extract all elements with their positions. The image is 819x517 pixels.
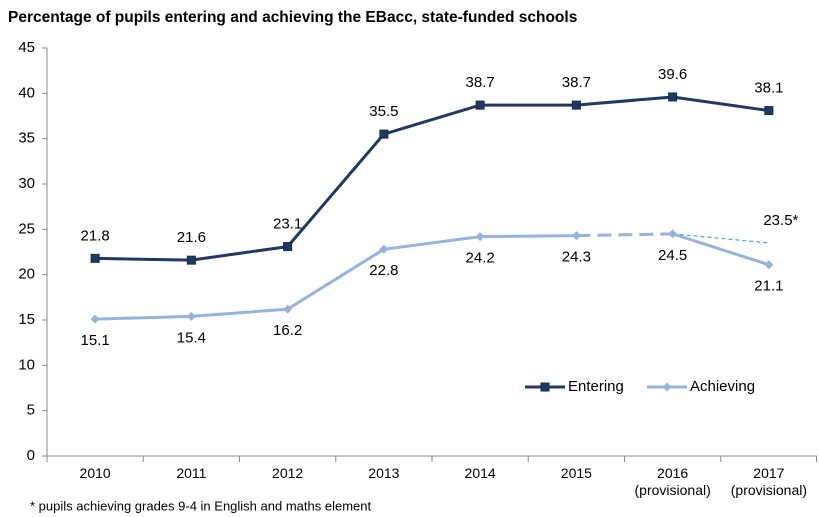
series-line xyxy=(95,234,577,321)
y-tick-label: 40 xyxy=(18,84,35,101)
data-label: 21.8 xyxy=(81,227,110,244)
data-label: 22.8 xyxy=(369,262,398,279)
y-tick-label: 10 xyxy=(18,356,35,373)
data-point xyxy=(379,244,389,254)
y-tick-label: 30 xyxy=(18,175,35,192)
data-point xyxy=(668,92,678,102)
data-label: 38.7 xyxy=(466,74,495,91)
data-label: 21.1 xyxy=(754,278,783,295)
data-point xyxy=(283,304,293,314)
x-tick-label: 2012 xyxy=(272,465,304,481)
data-point xyxy=(186,255,196,265)
data-label: 24.2 xyxy=(466,250,495,267)
legend-marker xyxy=(662,382,672,392)
data-point xyxy=(668,229,678,239)
data-label: 24.3 xyxy=(562,249,591,266)
data-point xyxy=(90,253,100,263)
data-label: 24.5 xyxy=(658,247,687,264)
data-label: 38.1 xyxy=(754,80,783,97)
y-tick-label: 15 xyxy=(18,311,35,328)
series-line xyxy=(672,232,770,267)
legend-label: Achieving xyxy=(690,378,755,395)
data-label: 23.1 xyxy=(273,216,302,233)
data-point xyxy=(379,129,389,139)
legend-marker xyxy=(540,382,550,392)
y-tick-label: 25 xyxy=(18,220,35,237)
data-point xyxy=(90,314,100,324)
data-label: 35.5 xyxy=(369,103,398,120)
y-tick-label: 0 xyxy=(27,447,35,464)
data-label: 38.7 xyxy=(562,74,591,91)
data-point xyxy=(571,100,581,110)
y-tick-label: 5 xyxy=(27,402,35,419)
data-label: 23.5* xyxy=(763,212,798,229)
data-label: 21.6 xyxy=(177,229,206,246)
x-tick-label: 2016 (provisional) xyxy=(634,465,711,498)
data-label: 16.2 xyxy=(273,322,302,339)
footnote: * pupils achieving grades 9-4 in English… xyxy=(30,498,371,513)
data-point xyxy=(764,260,774,270)
data-point xyxy=(571,231,581,241)
chart-title: Percentage of pupils entering and achiev… xyxy=(8,9,577,26)
x-tick-label: 2017 (provisional) xyxy=(730,465,807,498)
x-tick-label: 2013 xyxy=(368,465,400,481)
data-point xyxy=(475,100,485,110)
data-point xyxy=(283,242,293,252)
y-tick-label: 35 xyxy=(18,130,35,147)
y-tick-label: 20 xyxy=(18,266,35,283)
x-tick-label: 2015 xyxy=(560,465,592,481)
data-point xyxy=(186,311,196,321)
legend-label: Entering xyxy=(568,378,624,395)
x-tick-label: 2014 xyxy=(464,465,496,481)
series-line xyxy=(672,233,769,244)
series-line xyxy=(95,95,770,262)
data-point xyxy=(764,106,774,116)
data-label: 15.1 xyxy=(81,332,110,349)
x-tick-label: 2011 xyxy=(176,465,207,481)
data-label: 15.4 xyxy=(177,329,206,346)
x-tick-label: 2010 xyxy=(79,465,111,481)
y-tick-label: 45 xyxy=(18,39,35,56)
data-label: 39.6 xyxy=(658,66,687,83)
series-line xyxy=(576,232,673,238)
data-point xyxy=(475,232,485,242)
